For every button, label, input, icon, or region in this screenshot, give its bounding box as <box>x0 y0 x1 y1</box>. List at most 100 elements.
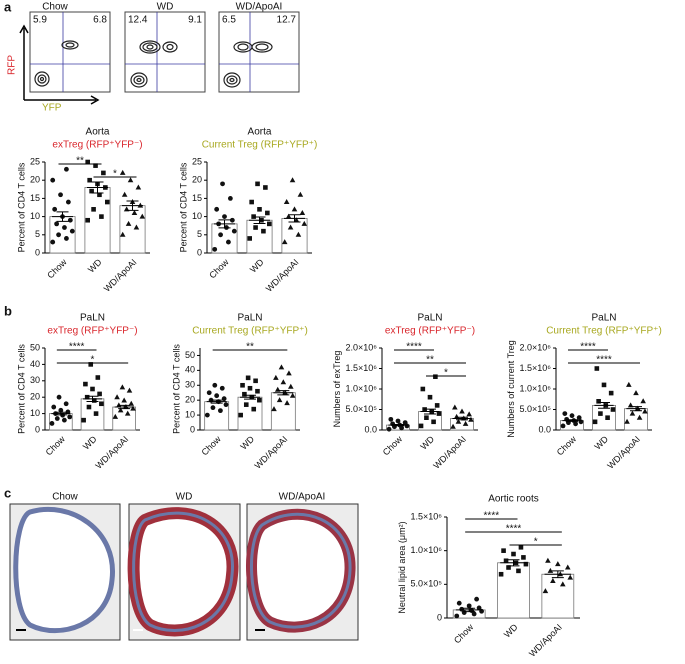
y-tick-label: 2.0×10⁶ <box>520 342 552 352</box>
dot <box>219 385 225 391</box>
dot <box>466 411 472 417</box>
significance-label: * <box>113 169 117 180</box>
dot <box>471 611 477 617</box>
y-tick-label: 1.0×10⁶ <box>411 545 443 555</box>
dot <box>455 418 462 424</box>
error-bar <box>544 570 572 579</box>
error-bar <box>87 181 108 194</box>
error-bar <box>562 419 582 422</box>
dot <box>289 392 296 398</box>
dot <box>125 220 132 226</box>
tissue-edge <box>250 512 352 629</box>
chart-subtitle: Current Treg (RFP⁺YFP⁺) <box>192 326 308 337</box>
dot <box>523 561 529 567</box>
dot <box>240 382 245 388</box>
x-tick-label: WD <box>502 622 520 640</box>
dot <box>88 362 94 367</box>
dot <box>281 239 288 245</box>
y-axis-label: Percent of CD4 T cells <box>171 344 181 434</box>
y-axis-label: Percent of CD4 T cells <box>16 344 26 434</box>
dot <box>386 426 392 432</box>
dot <box>221 396 227 402</box>
dot <box>249 199 254 205</box>
dot <box>550 577 556 583</box>
dot <box>56 232 61 238</box>
dot <box>214 393 220 399</box>
dot <box>601 382 607 388</box>
dot <box>119 169 126 175</box>
dot <box>511 551 516 557</box>
x-tick-label: WD <box>248 257 266 275</box>
dot <box>452 404 458 410</box>
dot <box>99 214 104 219</box>
chart-subtitle: exTreg (RFP⁺YFP⁻) <box>52 140 142 151</box>
dot <box>64 236 69 241</box>
y-tick-label: 0 <box>35 424 40 434</box>
dot <box>226 239 231 245</box>
dot <box>420 386 426 392</box>
chart-subtitle: exTreg (RFP⁺YFP⁻) <box>385 326 475 337</box>
error-bar <box>626 406 646 412</box>
dot <box>61 417 67 423</box>
dot <box>62 225 67 230</box>
dot <box>50 239 56 245</box>
dot <box>450 423 456 429</box>
dot <box>431 419 436 425</box>
y-tick-label: 40 <box>30 359 40 369</box>
error-bar <box>388 423 408 427</box>
dot <box>101 170 106 176</box>
flow-x-label: YFP <box>42 103 62 114</box>
dot <box>427 394 433 400</box>
error-bar <box>420 408 440 415</box>
dot <box>456 600 462 606</box>
bar <box>270 392 296 431</box>
x-tick-label: WD <box>86 257 104 275</box>
image-title: WD/ApoAI <box>279 492 326 503</box>
y-tick-label: 5.0×10⁵ <box>519 404 551 414</box>
dot <box>506 565 511 570</box>
quadrant-value: 5.9 <box>33 15 47 26</box>
dot <box>206 390 212 396</box>
y-tick-label: 1.5×10⁶ <box>520 363 552 373</box>
y-tick-label: 20 <box>30 175 40 185</box>
y-tick-label: 30 <box>30 375 40 385</box>
y-axis-label: Numbers of exTreg <box>332 351 342 428</box>
dot <box>263 185 268 190</box>
dot <box>642 408 648 414</box>
dot <box>295 231 302 237</box>
x-tick-label: Chow <box>199 434 223 458</box>
y-axis-label: Percent of CD4 T cells <box>16 162 26 252</box>
dot <box>476 605 482 611</box>
dot <box>255 388 260 394</box>
dot <box>267 221 272 227</box>
dot <box>231 228 237 234</box>
dot <box>257 397 262 403</box>
quadrant-value: 9.1 <box>188 15 202 26</box>
dot <box>86 404 92 410</box>
dot <box>65 199 71 205</box>
dot <box>49 421 55 426</box>
y-tick-label: 1.5×10⁶ <box>411 511 443 521</box>
dot <box>124 410 131 416</box>
chart-title: Aorta <box>86 127 110 138</box>
dot <box>454 613 460 619</box>
y-tick-label: 5.0×10⁵ <box>345 404 377 414</box>
dot <box>605 415 610 420</box>
dot <box>640 398 646 404</box>
dot <box>89 188 94 194</box>
y-axis-label: Percent of CD4 T cells <box>178 162 188 252</box>
significance-label: ** <box>246 342 254 353</box>
dot <box>63 401 69 407</box>
dot <box>139 213 146 219</box>
axis-arrows <box>19 24 100 105</box>
error-bar <box>249 216 270 225</box>
y-tick-label: 15 <box>192 193 202 203</box>
error-bar <box>240 394 260 400</box>
y-tick-label: 1.5×10⁶ <box>346 363 378 373</box>
y-tick-label: 0.0 <box>538 424 551 434</box>
x-tick-label: WD/ApoAI <box>431 434 468 471</box>
dot <box>567 574 574 580</box>
error-bar <box>52 211 73 222</box>
dot <box>218 408 223 414</box>
flow-frame <box>29 11 111 93</box>
